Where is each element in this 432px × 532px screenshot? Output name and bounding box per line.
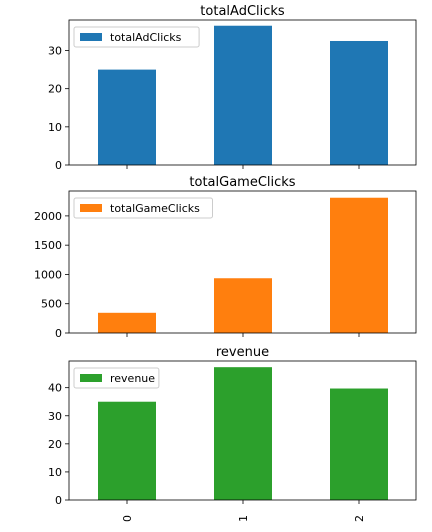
bar-1 (214, 278, 272, 333)
y-tick-label: 10 (48, 121, 62, 134)
subplot-title: totalAdClicks (200, 4, 285, 19)
legend-box (73, 26, 200, 48)
y-tick-label: 1500 (34, 239, 62, 252)
y-tick-label: 30 (48, 410, 62, 423)
bar-0 (98, 401, 156, 500)
y-tick-label: 2000 (34, 210, 62, 223)
bar-1 (214, 367, 272, 500)
y-tick-label: 10 (48, 466, 62, 479)
y-tick-label: 30 (48, 45, 62, 58)
legend-box (73, 197, 213, 219)
legend-label: totalAdClicks (110, 31, 182, 44)
y-tick-label: 20 (48, 438, 62, 451)
bar-2 (330, 388, 388, 500)
axes-frame (68, 360, 417, 501)
bar-0 (98, 69, 156, 165)
legend-swatch (80, 374, 102, 382)
y-tick-label: 1000 (34, 268, 62, 281)
axes-frame (68, 190, 417, 334)
y-tick-label: 0 (55, 159, 62, 172)
y-tick-label: 40 (48, 382, 62, 395)
y-tick-label: 0 (55, 327, 62, 340)
legend-label: totalGameClicks (110, 202, 200, 215)
subplot-totalGameClicks: totalGameClicks 0 500 1000 1500 2000 totalGame… (34, 175, 417, 340)
axes-frame (68, 19, 417, 166)
bar-0 (98, 312, 156, 333)
y-tick-label: 500 (41, 298, 62, 311)
x-tick-label: 0 (121, 515, 134, 522)
y-tick-label: 0 (55, 494, 62, 507)
legend-label: revenue (110, 372, 155, 385)
x-tick-label: 2 (353, 515, 366, 522)
subplot-title: totalGameClicks (189, 175, 295, 190)
bar-1 (214, 25, 272, 166)
legend-swatch (80, 33, 102, 41)
bar-2 (330, 197, 388, 333)
subplot-totalAdClicks: totalAdClicks 0 10 20 30 totalAdClicks (48, 4, 417, 172)
subplot-title: revenue (216, 345, 269, 360)
bar-2 (330, 40, 388, 165)
legend-swatch (80, 204, 102, 212)
legend-box (73, 367, 160, 389)
subplot-revenue: revenue 0 10 20 30 40 0 1 2 revenue (48, 345, 417, 522)
y-tick-label: 20 (48, 83, 62, 96)
x-tick-label: 1 (237, 515, 250, 522)
